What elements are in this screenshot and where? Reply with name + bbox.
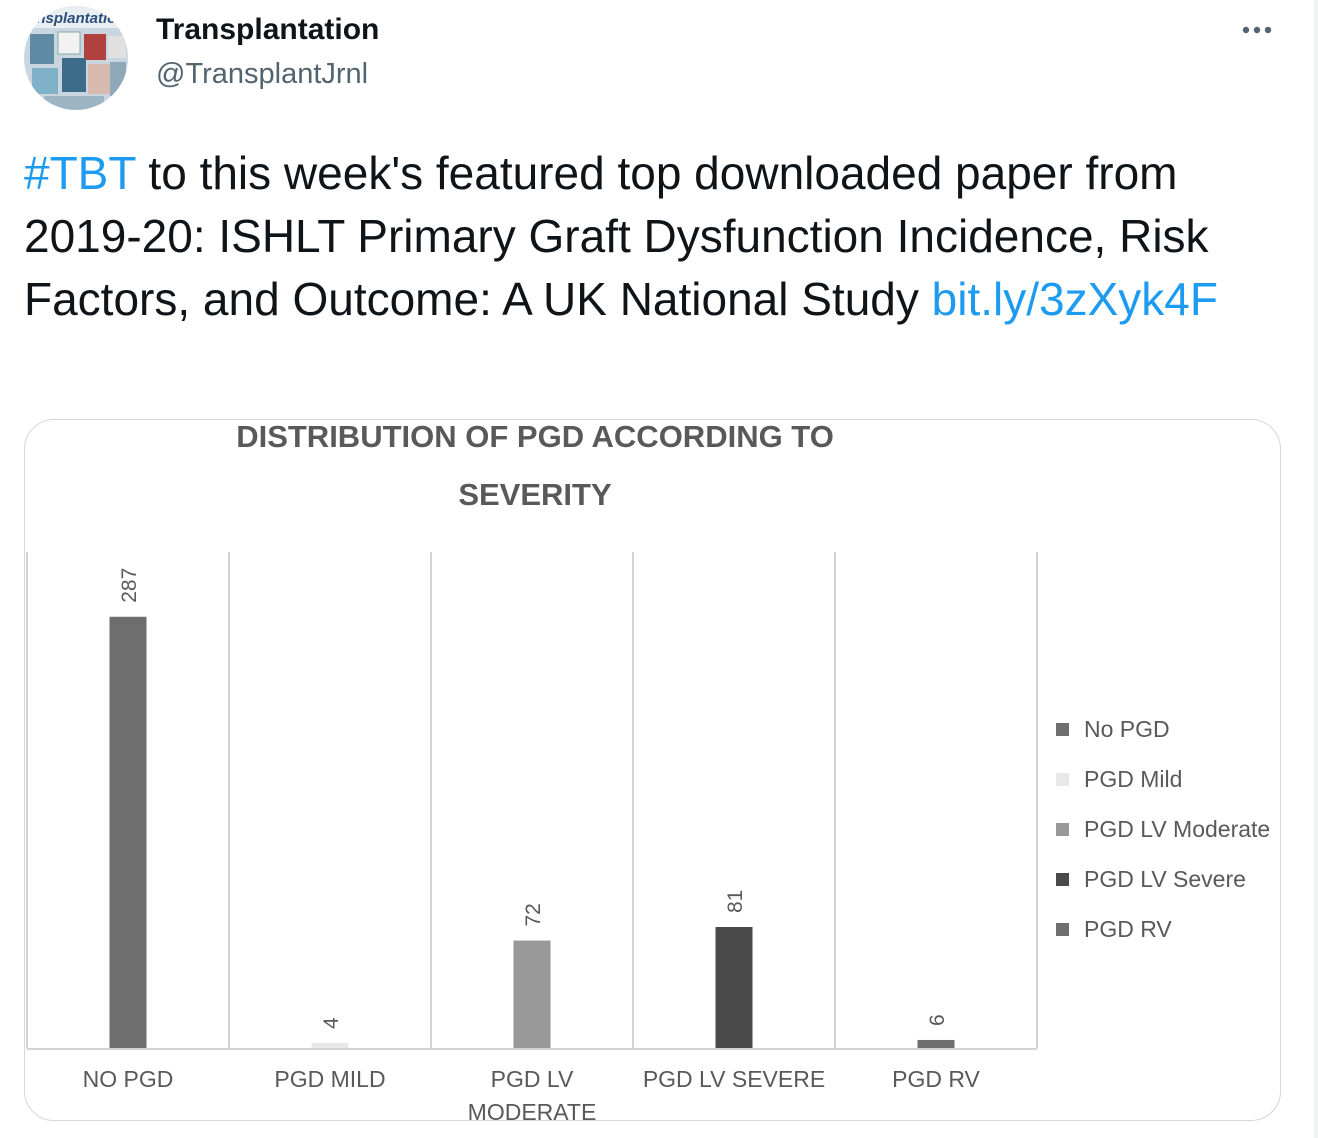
- short-url-link[interactable]: bit.ly/3zXyk4F: [931, 273, 1218, 325]
- legend-label: PGD LV Moderate: [1084, 816, 1270, 842]
- author-name[interactable]: Transplantation: [156, 13, 380, 46]
- category-label: PGD RV: [892, 1066, 980, 1092]
- legend-label: PGD RV: [1084, 916, 1172, 942]
- chart-title-line: SEVERITY: [458, 477, 612, 512]
- bar: [311, 1042, 349, 1049]
- avatar[interactable]: ansplantatio: [24, 6, 128, 110]
- category-label: MODERATE: [468, 1099, 597, 1120]
- bar: [917, 1039, 955, 1049]
- category-label: PGD MILD: [274, 1066, 385, 1092]
- bar-value-label: 81: [724, 890, 747, 913]
- chart-title-line: DISTRIBUTION OF PGD ACCORDING TO: [236, 420, 834, 454]
- more-options-button[interactable]: [1236, 14, 1276, 46]
- media-card[interactable]: DISTRIBUTION OF PGD ACCORDING TO SEVERITY…: [24, 419, 1281, 1121]
- legend-label: PGD Mild: [1084, 766, 1182, 792]
- tweet-text: #TBT to this week's featured top downloa…: [24, 142, 1284, 331]
- more-horizontal-icon: [1242, 26, 1272, 34]
- bar-value-label: 72: [522, 903, 545, 926]
- journal-cover-image: ansplantatio: [24, 6, 128, 110]
- legend-swatch: [1056, 873, 1069, 886]
- avatar-logo-text: ansplantatio: [28, 10, 116, 27]
- category-label: PGD LV SEVERE: [643, 1066, 825, 1092]
- bar-value-label: 6: [926, 1014, 949, 1026]
- legend-label: PGD LV Severe: [1084, 866, 1246, 892]
- legend-swatch: [1056, 723, 1069, 736]
- bar-value-label: 4: [320, 1017, 343, 1029]
- category-label: NO PGD: [83, 1066, 174, 1092]
- bar: [109, 616, 147, 1049]
- author-handle[interactable]: @TransplantJrnl: [156, 58, 369, 90]
- tweet-body-text: to this week's featured top downloaded p…: [24, 147, 1209, 325]
- legend-swatch: [1056, 823, 1069, 836]
- bar: [715, 927, 753, 1049]
- bar-value-label: 287: [118, 568, 141, 603]
- bar: [513, 940, 551, 1049]
- legend-label: No PGD: [1084, 716, 1170, 742]
- legend-swatch: [1056, 773, 1069, 786]
- scrollbar-track[interactable]: [1314, 0, 1318, 1138]
- legend-swatch: [1056, 923, 1069, 936]
- hashtag-link[interactable]: #TBT: [24, 147, 136, 199]
- pgd-distribution-chart: DISTRIBUTION OF PGD ACCORDING TO SEVERITY…: [26, 420, 1270, 1120]
- category-label: PGD LV: [491, 1066, 574, 1092]
